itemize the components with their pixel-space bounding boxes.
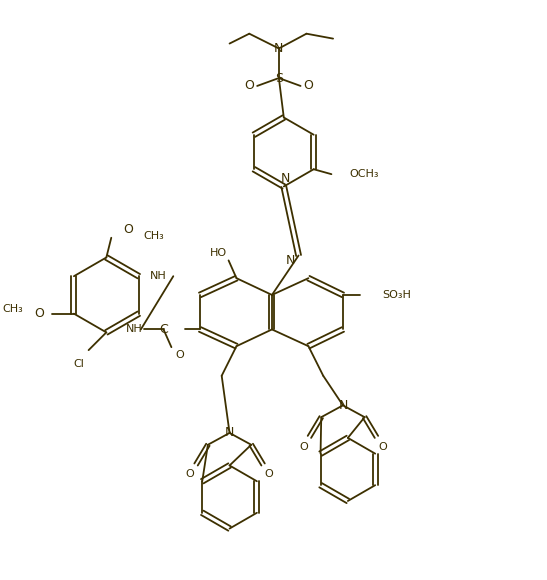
Text: O: O xyxy=(175,350,184,360)
Text: O: O xyxy=(265,469,274,479)
Text: SO₃H: SO₃H xyxy=(382,290,411,300)
Text: N: N xyxy=(281,172,290,185)
Text: O: O xyxy=(299,442,308,452)
Text: O: O xyxy=(378,442,387,452)
Text: Cl: Cl xyxy=(73,359,84,369)
Text: NH: NH xyxy=(150,271,167,281)
Text: O: O xyxy=(186,469,195,479)
Text: N: N xyxy=(274,42,283,55)
Text: N: N xyxy=(286,254,295,267)
Text: CH₃: CH₃ xyxy=(2,304,22,314)
Text: NH: NH xyxy=(126,324,142,335)
Text: CH₃: CH₃ xyxy=(144,231,165,241)
Text: S: S xyxy=(275,71,283,85)
Text: N: N xyxy=(225,426,234,440)
Text: O: O xyxy=(34,307,44,320)
Text: C: C xyxy=(159,323,168,336)
Text: HO: HO xyxy=(210,248,228,258)
Text: O: O xyxy=(245,79,254,92)
Text: O: O xyxy=(304,79,313,92)
Text: OCH₃: OCH₃ xyxy=(349,169,379,179)
Text: N: N xyxy=(338,399,348,412)
Text: O: O xyxy=(123,223,133,237)
